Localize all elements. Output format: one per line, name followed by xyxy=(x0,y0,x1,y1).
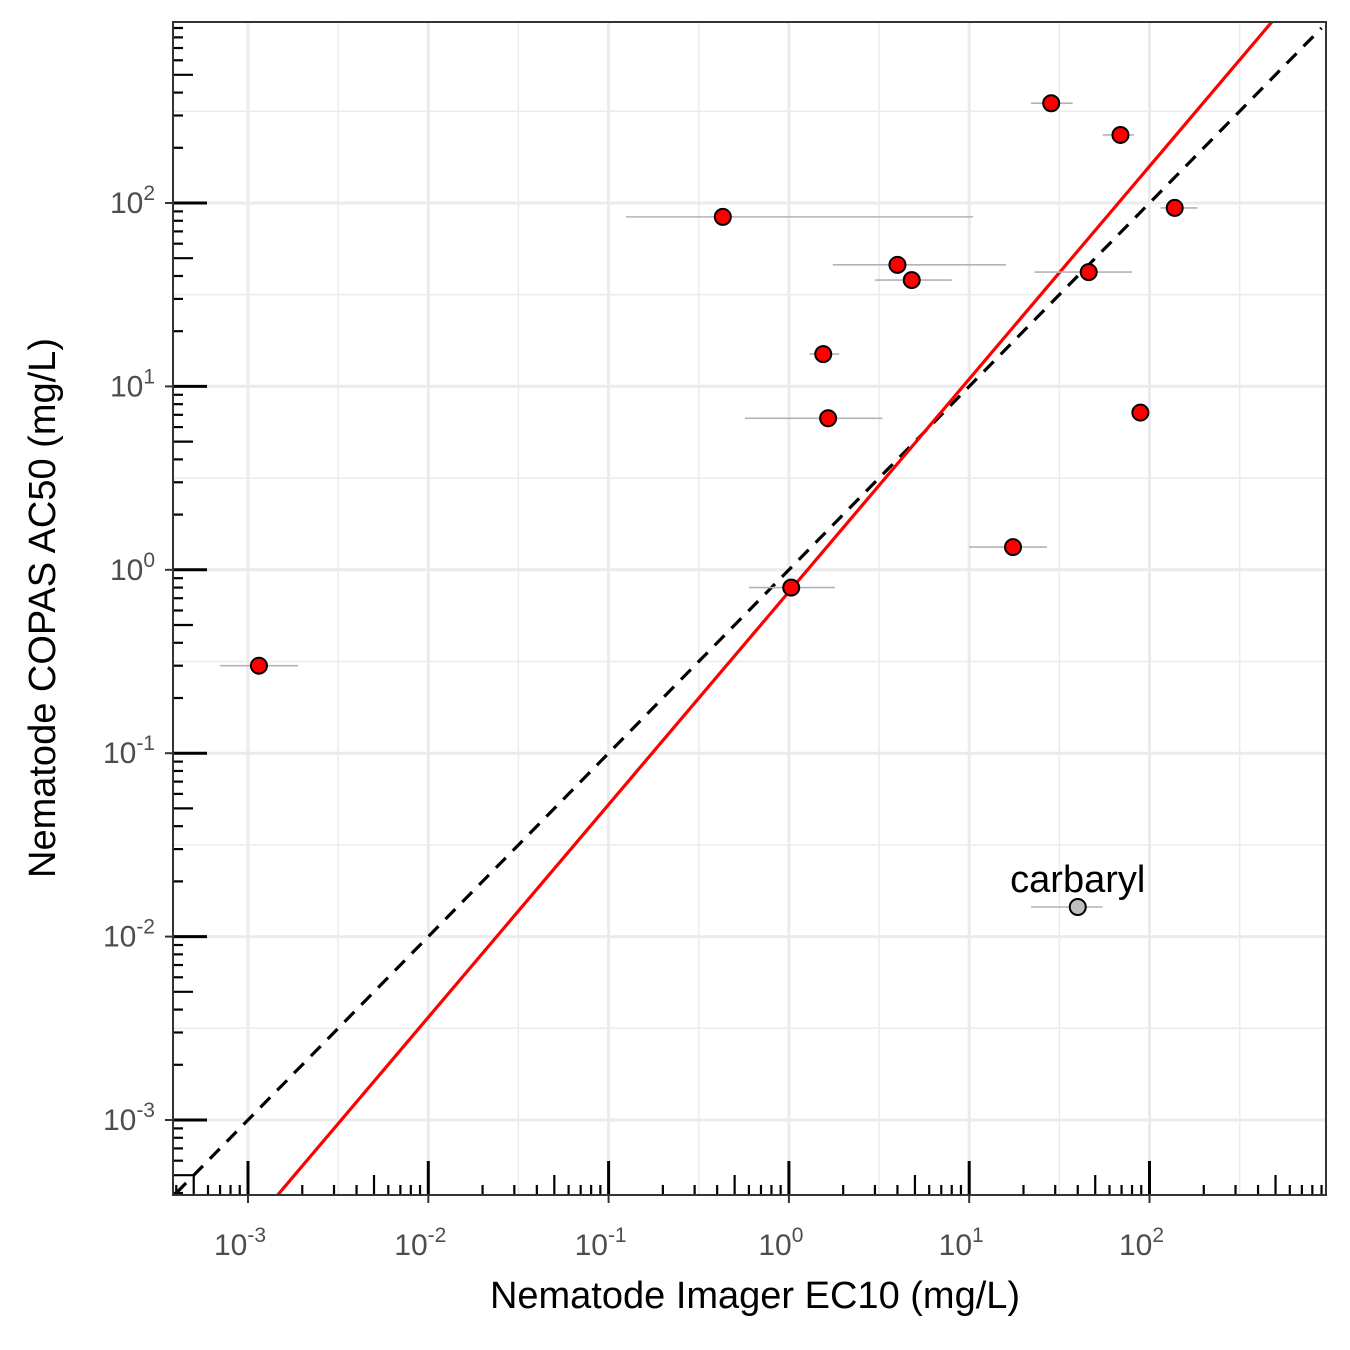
data-point xyxy=(713,207,732,226)
data-point xyxy=(249,656,268,675)
y-tick-label: 101 xyxy=(110,365,155,403)
data-point xyxy=(814,345,833,364)
x-axis-title: Nematode Imager EC10 (mg/L) xyxy=(490,1275,1020,1317)
data-point xyxy=(1165,198,1184,217)
data-point xyxy=(782,578,801,597)
data-point xyxy=(1131,403,1150,422)
y-axis: 10-3 10-2 10-1 100 101 102 xyxy=(103,182,173,1137)
x-tick-label: 10-3 xyxy=(214,1224,266,1262)
grid xyxy=(173,22,1326,1195)
reference-lines xyxy=(175,22,1323,1195)
y-tick-label: 10-1 xyxy=(103,732,155,770)
plot-border xyxy=(172,21,1327,1196)
log-tick-marks xyxy=(173,26,1323,1195)
x-tick-label: 10-1 xyxy=(575,1224,627,1262)
data-point xyxy=(888,255,907,274)
x-tick-label: 101 xyxy=(939,1224,984,1262)
y-tick-label: 100 xyxy=(110,549,155,587)
y-axis-title: Nematode COPAS AC50 (mg/L) xyxy=(22,338,64,878)
identity-line xyxy=(175,26,1323,1195)
y-tick-label: 102 xyxy=(110,182,155,220)
y-tick-label: 10-2 xyxy=(103,916,155,954)
data-points xyxy=(249,94,1184,917)
fit-line xyxy=(275,22,1274,1195)
data-point xyxy=(1068,898,1087,917)
annotation-label: carbaryl xyxy=(1010,859,1145,901)
y-tick-label: 10-3 xyxy=(103,1099,155,1137)
x-tick-label: 100 xyxy=(758,1224,803,1262)
annotations: carbaryl xyxy=(1010,859,1145,901)
data-point xyxy=(1079,263,1098,282)
x-tick-label: 10-2 xyxy=(394,1224,446,1262)
x-tick-label: 102 xyxy=(1119,1224,1164,1262)
x-axis: 10-3 10-2 10-1 100 101 102 xyxy=(214,1195,1164,1262)
data-point xyxy=(1111,125,1130,144)
data-point xyxy=(902,271,921,290)
data-point xyxy=(819,409,838,428)
data-point xyxy=(1004,538,1023,557)
data-point xyxy=(1042,94,1061,113)
